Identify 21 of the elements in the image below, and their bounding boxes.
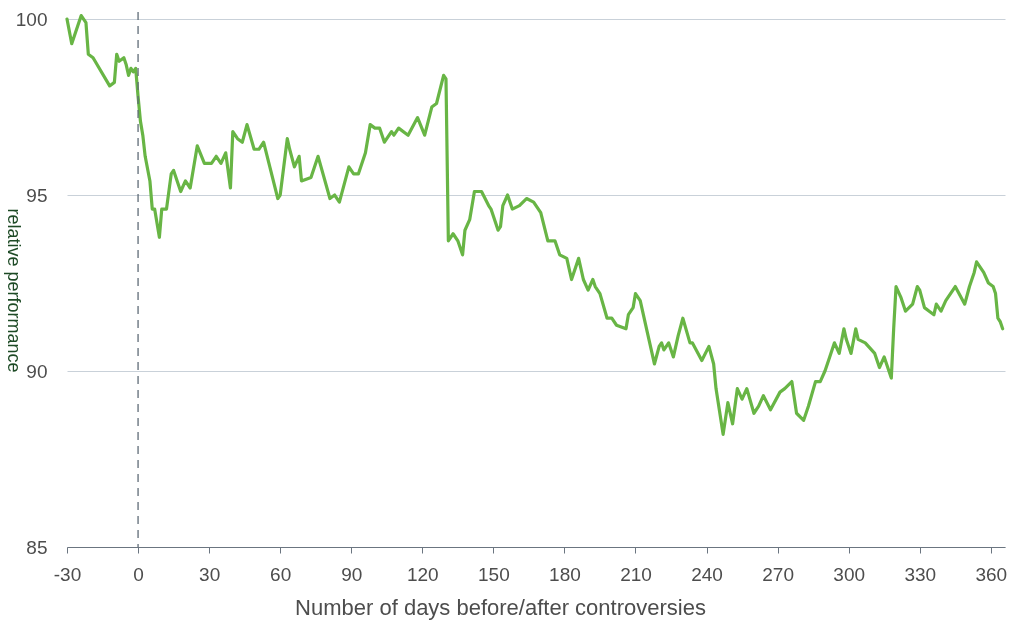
- x-tick-label: 240: [691, 563, 723, 585]
- x-tick-label: 60: [270, 563, 292, 585]
- x-tick-label: 90: [341, 563, 363, 585]
- x-tick-label: 0: [133, 563, 144, 585]
- x-tick-label: 30: [199, 563, 221, 585]
- y-tick-label: 85: [26, 536, 48, 558]
- x-axis-title: Number of days before/after controversies: [295, 594, 706, 620]
- x-tick-label: 120: [406, 563, 439, 585]
- y-tick-label: 95: [26, 184, 48, 206]
- x-tick-label: 360: [975, 563, 1008, 585]
- x-tick-label: 150: [478, 563, 510, 585]
- y-axis-title: relative performance: [3, 208, 24, 373]
- x-tick-label: 330: [904, 563, 937, 585]
- x-tick-label: 270: [762, 563, 794, 585]
- x-tick-label: -30: [53, 563, 82, 585]
- x-tick-label: 180: [549, 563, 581, 585]
- y-tick-label: 90: [26, 360, 48, 382]
- x-tick-label: 210: [620, 563, 652, 585]
- y-tick-label: 100: [15, 8, 48, 30]
- line-series: [65, 13, 1005, 436]
- x-tick-label: 300: [833, 563, 866, 585]
